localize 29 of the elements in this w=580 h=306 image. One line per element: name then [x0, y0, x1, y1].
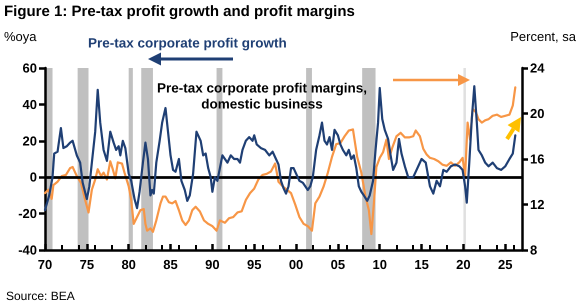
y2-axis-title: Percent, sa [510, 29, 577, 44]
y2-tick-label: 12 [530, 197, 544, 212]
y2-tick-label: 24 [530, 60, 546, 76]
y-tick-label: -20 [18, 206, 37, 222]
x-tick-label: 15 [414, 257, 429, 272]
x-tick-label: 05 [330, 257, 346, 272]
y2-tick-label: 16 [530, 152, 544, 166]
y2-tick-label: 20 [530, 106, 544, 121]
x-tick-label: 20 [456, 257, 471, 272]
y-tick-label: 0 [30, 170, 37, 185]
source-note: Source: BEA [6, 289, 75, 303]
y-tick-label: -40 [18, 242, 37, 258]
x-tick-label: 70 [38, 257, 52, 272]
x-tick-label: 85 [163, 257, 178, 272]
x-tick-label: 75 [80, 257, 94, 272]
text: Pre-tax corporate profit growth [88, 36, 287, 50]
x-tick-label: 00 [288, 257, 304, 272]
y-tick-label: 40 [22, 96, 37, 112]
x-tick-label: 80 [121, 257, 136, 272]
chart-title: Figure 1: Pre-tax profit growth and profit margins [4, 3, 355, 20]
y2-tick-label: 8 [530, 242, 538, 258]
x-tick-label: 25 [498, 257, 512, 272]
legend-label: Pre-tax corporate profit margins, domestic business [156, 80, 368, 112]
x-tick-label: 10 [372, 257, 387, 272]
x-tick-label: 90 [205, 257, 220, 272]
y-tick-label: 20 [22, 133, 37, 148]
y-axis-title: %oya [4, 29, 38, 44]
x-tick-label: 95 [246, 257, 262, 272]
y-tick-label: 60 [22, 60, 37, 76]
